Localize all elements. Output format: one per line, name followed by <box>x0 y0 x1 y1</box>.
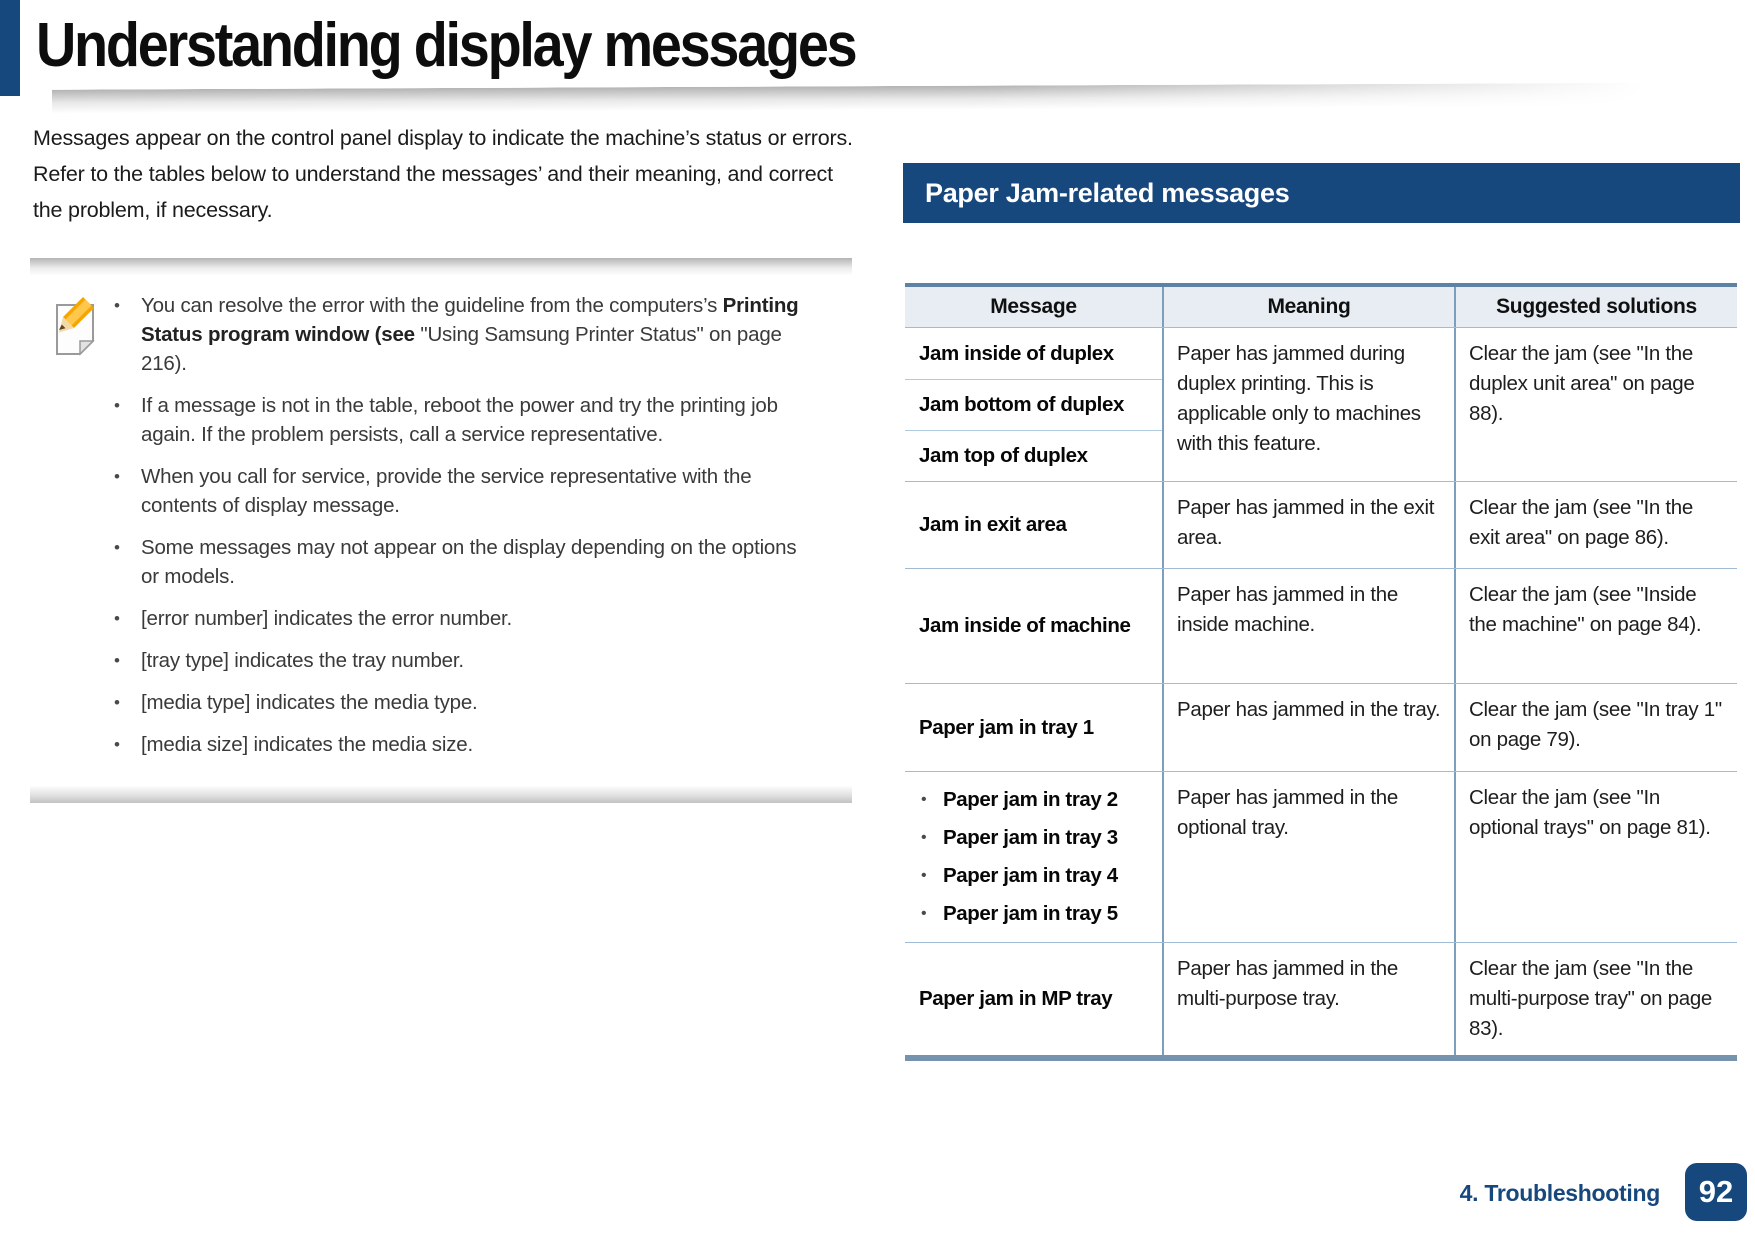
solution-cell: Clear the jam (see "In the duplex unit a… <box>1454 328 1737 481</box>
note-box-top-edge <box>30 258 852 275</box>
message-cell: Paper jam in MP tray <box>919 987 1113 1010</box>
table-row: Paper jam in MP tray Paper has jammed in … <box>905 942 1737 1055</box>
message-cell: Jam inside of machine <box>919 614 1131 637</box>
meaning-cell: Paper has jammed during duplex printing.… <box>1162 328 1454 481</box>
table-row: Jam in exit area Paper has jammed in the … <box>905 481 1737 568</box>
message-label: Jam bottom of duplex <box>905 379 1162 430</box>
solution-cell: Clear the jam (see "In optional trays" o… <box>1454 772 1737 942</box>
table-header-row: Message Meaning Suggested solutions <box>905 287 1737 327</box>
message-label: Paper jam in tray 5 <box>905 895 1162 933</box>
solution-cell: Clear the jam (see "In the multi-purpose… <box>1454 943 1737 1055</box>
message-label: Paper jam in tray 3 <box>905 819 1162 857</box>
table-row: Jam inside of machine Paper has jammed in… <box>905 568 1737 683</box>
note-bullet: When you call for service, provide the s… <box>112 462 802 520</box>
note-bullet: If a message is not in the table, reboot… <box>112 391 802 449</box>
table-row: Paper jam in tray 1 Paper has jammed in t… <box>905 683 1737 771</box>
solution-cell: Clear the jam (see "Inside the machine" … <box>1454 569 1737 683</box>
section-header: Paper Jam-related messages <box>903 163 1740 223</box>
title-accent-bar <box>0 0 20 96</box>
meaning-cell: Paper has jammed in the multi-purpose tr… <box>1162 943 1454 1055</box>
page-title: Understanding display messages <box>36 11 858 80</box>
paper-jam-table: Message Meaning Suggested solutions Jam … <box>905 283 1737 1061</box>
meaning-cell: Paper has jammed in the optional tray. <box>1162 772 1454 942</box>
solution-cell: Clear the jam (see "In tray 1" on page 7… <box>1454 684 1737 771</box>
message-label: Paper jam in tray 2 <box>905 781 1162 819</box>
meaning-cell: Paper has jammed in the inside machine. <box>1162 569 1454 683</box>
note-body: You can resolve the error with the guide… <box>30 275 852 786</box>
solution-cell: Clear the jam (see "In the exit area" on… <box>1454 482 1737 568</box>
note-bullet: [tray type] indicates the tray number. <box>112 646 802 675</box>
note-bullet: Some messages may not appear on the disp… <box>112 533 802 591</box>
note-bullet: [error number] indicates the error numbe… <box>112 604 802 633</box>
table-row: Jam inside of duplex Jam bottom of duplex… <box>905 327 1737 481</box>
page-number-badge: 92 <box>1685 1163 1747 1221</box>
table-body: Jam inside of duplex Jam bottom of duplex… <box>905 327 1737 1055</box>
intro-paragraph: Messages appear on the control panel dis… <box>33 126 853 222</box>
note-bullet: [media size] indicates the media size. <box>112 730 802 759</box>
section-title: Paper Jam-related messages <box>925 178 1290 208</box>
note-bullet-list: You can resolve the error with the guide… <box>112 291 802 772</box>
column-header-meaning: Meaning <box>1162 287 1454 327</box>
message-bullet-list: Paper jam in tray 2Paper jam in tray 3Pa… <box>905 772 1162 942</box>
column-header-message: Message <box>990 295 1077 318</box>
pencil-note-icon <box>50 291 112 772</box>
meaning-cell: Paper has jammed in the tray. <box>1162 684 1454 771</box>
message-cell: Jam in exit area <box>919 513 1067 536</box>
footer-chapter-label: 4. Troubleshooting <box>1459 1180 1661 1206</box>
message-label: Jam top of duplex <box>905 430 1162 481</box>
note-box-bottom-edge <box>30 786 852 803</box>
note-bullet: You can resolve the error with the guide… <box>112 291 802 378</box>
meaning-cell: Paper has jammed in the exit area. <box>1162 482 1454 568</box>
note-bullet: [media type] indicates the media type. <box>112 688 802 717</box>
message-cell: Paper jam in tray 2Paper jam in tray 3Pa… <box>905 772 1162 942</box>
table-row: Paper jam in tray 2Paper jam in tray 3Pa… <box>905 771 1737 942</box>
message-label: Paper jam in tray 4 <box>905 857 1162 895</box>
message-cell: Paper jam in tray 1 <box>919 715 1094 739</box>
message-cell: Jam inside of duplex Jam bottom of duplex… <box>905 328 1162 481</box>
column-header-solutions: Suggested solutions <box>1454 287 1737 327</box>
note-box: You can resolve the error with the guide… <box>30 258 852 803</box>
message-label: Jam inside of duplex <box>919 341 1114 365</box>
